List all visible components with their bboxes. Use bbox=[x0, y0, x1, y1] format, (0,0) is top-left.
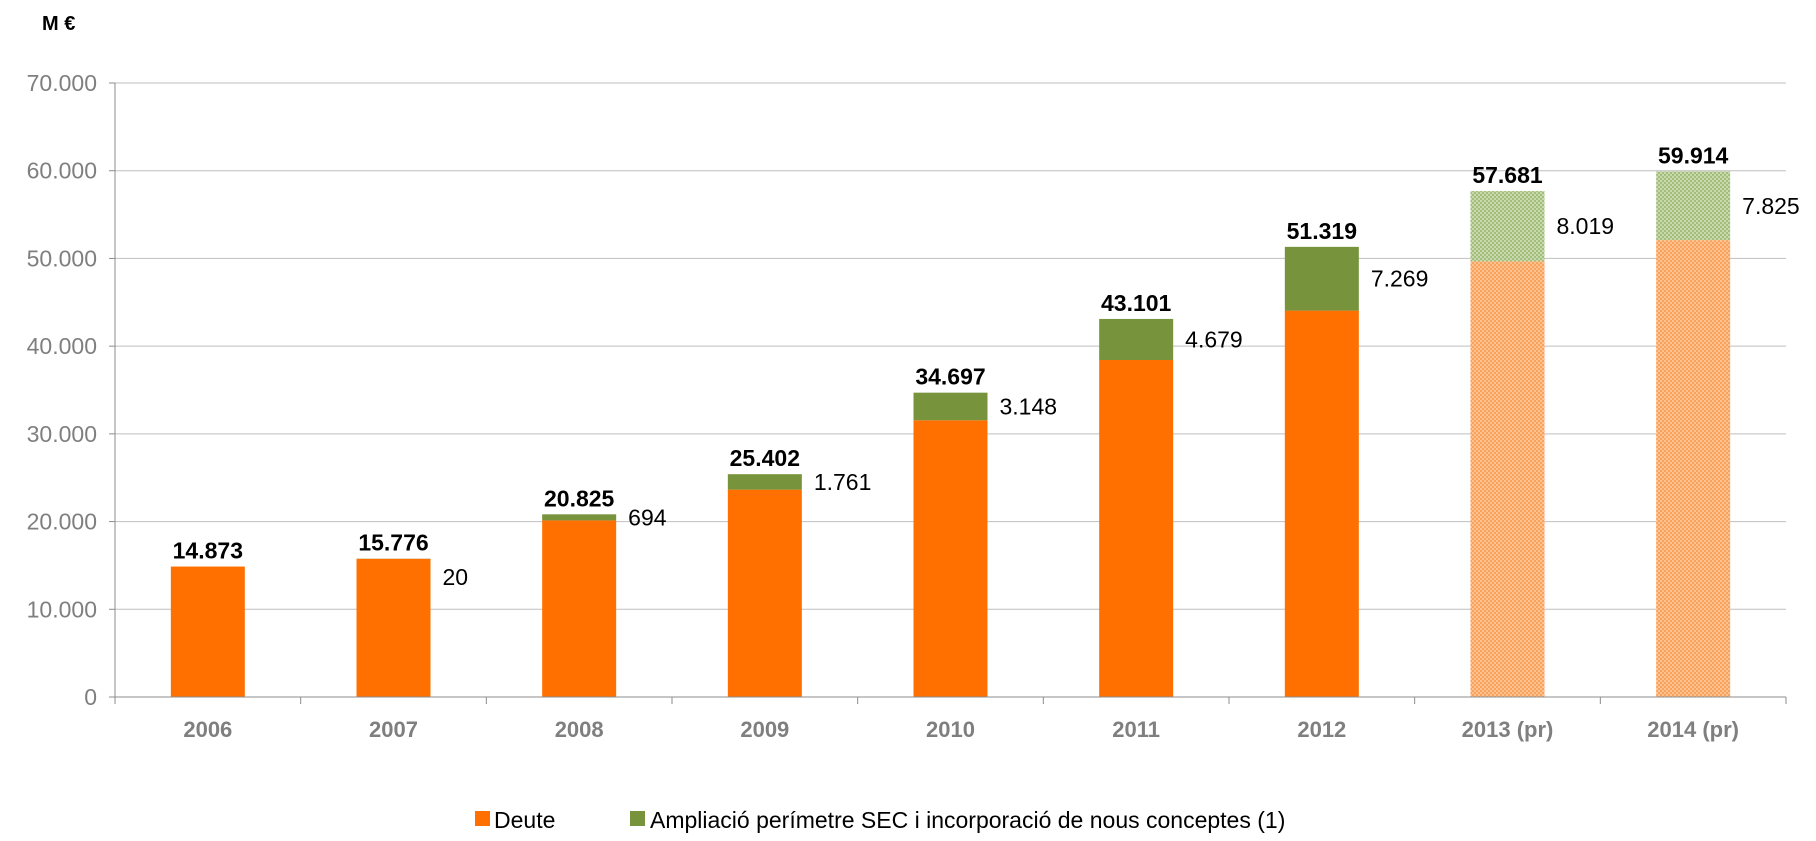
total-label: 14.873 bbox=[173, 538, 243, 564]
bar-deute bbox=[913, 420, 988, 697]
segment-label: 7.269 bbox=[1371, 266, 1429, 292]
segment-label: 1.761 bbox=[814, 469, 872, 495]
y-tick-label: 70.000 bbox=[27, 70, 97, 96]
bar-ampliacio bbox=[727, 474, 802, 490]
bar-deute bbox=[727, 489, 802, 697]
legend-label-deute: Deute bbox=[494, 807, 555, 833]
total-label: 20.825 bbox=[544, 485, 615, 511]
segment-label: 20 bbox=[443, 564, 469, 590]
bar-ampliacio bbox=[1099, 318, 1174, 360]
x-axis: 2006 2007 2008 2009 2010 2011 2012 2013 (pr) 201… bbox=[114, 696, 1787, 742]
bar-deute bbox=[1470, 261, 1545, 697]
total-label: 59.914 bbox=[1658, 142, 1729, 168]
unit-label: M € bbox=[42, 13, 75, 35]
segment-label: 8.019 bbox=[1557, 213, 1615, 239]
x-tick-label: 2014 (pr) bbox=[1647, 717, 1739, 742]
x-tick-label: 2006 bbox=[183, 717, 232, 742]
total-label: 34.697 bbox=[915, 364, 985, 390]
x-tick-label: 2010 bbox=[926, 717, 975, 742]
bar-deute bbox=[170, 566, 245, 697]
bar-deute bbox=[542, 520, 617, 697]
y-tick-label: 20.000 bbox=[27, 509, 97, 535]
total-label: 25.402 bbox=[730, 445, 800, 471]
total-label: 57.681 bbox=[1472, 162, 1543, 188]
y-tick-label: 60.000 bbox=[27, 158, 97, 184]
y-tick-label: 40.000 bbox=[27, 333, 97, 359]
bar-ampliacio bbox=[1470, 191, 1545, 262]
total-label: 15.776 bbox=[358, 530, 428, 556]
segment-label: 4.679 bbox=[1185, 326, 1243, 352]
y-tick-label: 30.000 bbox=[27, 421, 97, 447]
bar-deute bbox=[1656, 240, 1731, 698]
legend-label-ampliacio: Ampliació perímetre SEC i incorporació d… bbox=[650, 807, 1285, 833]
bar-ampliacio bbox=[913, 392, 988, 421]
x-tick-label: 2008 bbox=[555, 717, 604, 742]
y-tick-label: 10.000 bbox=[27, 596, 97, 622]
bar-ampliacio bbox=[1284, 246, 1359, 311]
x-tick-label: 2013 (pr) bbox=[1462, 717, 1554, 742]
y-tick-label: 0 bbox=[84, 684, 97, 710]
bar-deute bbox=[356, 558, 431, 697]
x-tick-label: 2007 bbox=[369, 717, 418, 742]
bar-deute bbox=[1284, 310, 1359, 697]
total-label: 51.319 bbox=[1287, 218, 1357, 244]
y-tick-label: 50.000 bbox=[27, 245, 97, 271]
x-tick-label: 2012 bbox=[1297, 717, 1346, 742]
data-labels: 14.873 15.776 20 20.825 694 25.402 1.761 34.697… bbox=[173, 142, 1800, 589]
legend: Deute Ampliació perímetre SEC i incorpora… bbox=[475, 807, 1285, 833]
total-label: 43.101 bbox=[1101, 290, 1172, 316]
x-tick-label: 2009 bbox=[740, 717, 789, 742]
bar-ampliacio bbox=[1656, 171, 1731, 241]
legend-swatch-ampliacio bbox=[630, 811, 645, 826]
bar-ampliacio bbox=[542, 514, 617, 521]
bar-deute bbox=[1099, 359, 1174, 697]
legend-swatch-deute bbox=[475, 811, 490, 826]
segment-label: 694 bbox=[628, 504, 667, 530]
segment-label: 7.825 bbox=[1742, 193, 1800, 219]
bars bbox=[170, 171, 1731, 698]
x-tick-label: 2011 bbox=[1112, 717, 1160, 742]
y-axis: 0 10.000 20.000 30.000 40.000 50.000 60.000 70.… bbox=[27, 70, 116, 710]
segment-label: 3.148 bbox=[1000, 393, 1058, 419]
